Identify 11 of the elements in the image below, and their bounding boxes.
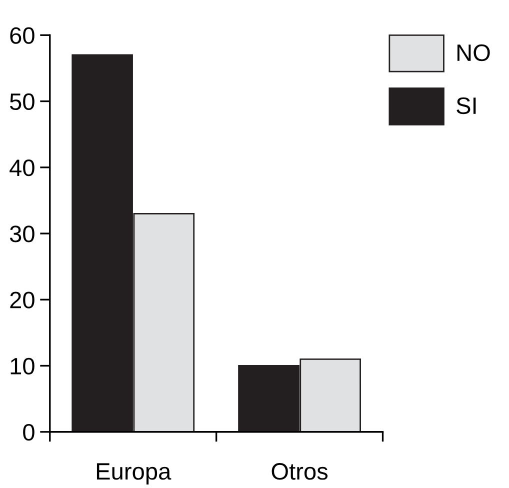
y-tick-label: 10 [10,358,34,375]
x-tick-label: Europa [96,463,172,484]
y-tick-label: 60 [10,27,34,44]
y-tick-label: 0 [23,424,34,441]
y-tick-label: 50 [10,93,34,110]
y-tick-label: 20 [10,292,34,308]
y-tick-label: 40 [10,159,34,176]
y-tick-label: 30 [10,226,34,242]
legend-label: NO [457,44,490,62]
x-tick-label: Otros [272,463,328,480]
legend-label: SI [456,97,476,114]
